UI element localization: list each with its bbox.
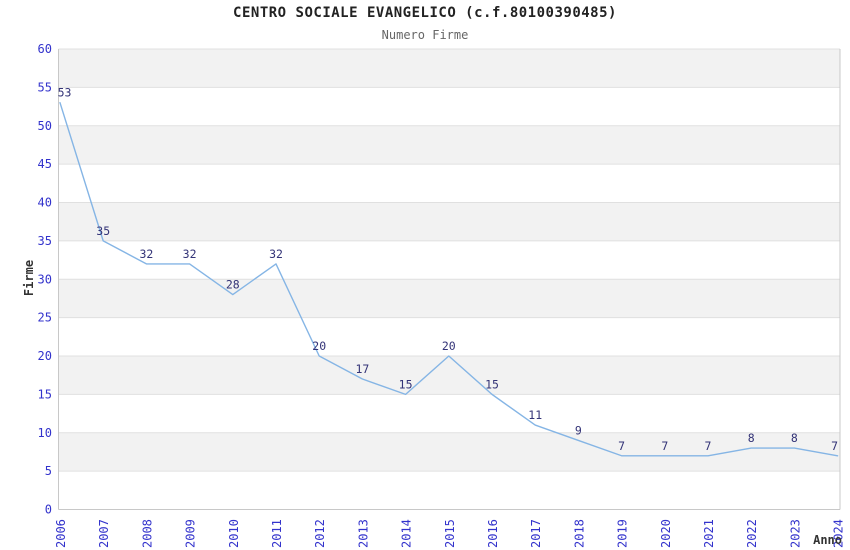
plot-band <box>58 240 840 280</box>
data-point-label: 20 <box>312 339 326 353</box>
plot-band <box>58 356 840 395</box>
series-line <box>59 102 839 457</box>
data-point-label: 53 <box>58 86 72 100</box>
y-tick-label: 55 <box>38 80 52 94</box>
x-tick-label: 2014 <box>400 519 414 548</box>
y-tick-label: 0 <box>45 503 52 517</box>
y-tick-label: 30 <box>38 272 52 286</box>
y-tick-label: 5 <box>45 464 52 478</box>
plot-band <box>58 432 840 472</box>
data-point-label: 32 <box>269 247 283 261</box>
plot-band <box>58 471 840 510</box>
y-tick-label: 60 <box>38 42 52 56</box>
data-point-label: 9 <box>575 423 582 437</box>
x-tick-label: 2007 <box>97 519 111 548</box>
data-point-label: 7 <box>661 439 668 453</box>
data-point-label: 11 <box>528 408 542 422</box>
x-tick-label: 2020 <box>659 519 673 548</box>
x-tick-label: 2016 <box>486 519 500 548</box>
plot-band <box>58 394 840 433</box>
data-point-label: 32 <box>139 247 153 261</box>
y-tick-label: 15 <box>38 387 52 401</box>
plot-band <box>58 202 840 241</box>
y-tick-label: 45 <box>38 157 52 171</box>
y-tick-label: 10 <box>38 426 52 440</box>
x-tick-label: 2015 <box>443 519 457 548</box>
x-axis-title: Anno <box>813 533 842 547</box>
data-point-label: 17 <box>355 362 369 376</box>
chart-title: CENTRO SOCIALE EVANGELICO (c.f.801003904… <box>233 5 617 21</box>
y-tick-label: 40 <box>38 196 52 210</box>
data-point-label: 7 <box>705 439 712 453</box>
x-tick-label: 2011 <box>270 519 284 548</box>
data-point-label: 20 <box>442 339 456 353</box>
data-point-label: 32 <box>183 247 197 261</box>
data-point-label: 15 <box>399 377 413 391</box>
x-tick-label: 2009 <box>184 519 198 548</box>
y-tick-label: 20 <box>38 349 52 363</box>
x-tick-label: 2021 <box>702 519 716 548</box>
x-tick-label: 2024 <box>832 519 846 548</box>
data-point-label: 28 <box>226 278 240 292</box>
data-point-label: 8 <box>791 431 798 445</box>
plot-band <box>58 125 840 165</box>
plot-band <box>58 164 840 203</box>
y-axis-title: Firme <box>22 259 36 297</box>
x-tick-label: 2008 <box>140 519 154 548</box>
data-point-label: 7 <box>618 439 625 453</box>
x-tick-label: 2018 <box>572 519 586 548</box>
x-tick-label: 2022 <box>745 519 759 548</box>
data-point-label: 15 <box>485 377 499 391</box>
x-tick-label: 2019 <box>616 519 630 548</box>
x-tick-label: 2012 <box>313 519 327 548</box>
plot-band <box>58 49 840 88</box>
x-tick-label: 2017 <box>529 519 543 548</box>
plot-band <box>58 87 840 126</box>
chart-subtitle: Numero Firme <box>381 28 469 42</box>
y-tick-label: 50 <box>38 119 52 133</box>
x-tick-label: 2006 <box>54 519 68 548</box>
plot-band <box>58 279 840 318</box>
x-tick-label: 2023 <box>788 519 802 548</box>
x-tick-label: 2010 <box>227 519 241 548</box>
plot-band <box>58 317 840 356</box>
data-point-label: 35 <box>96 224 110 238</box>
y-tick-label: 25 <box>38 311 52 325</box>
data-point-label: 8 <box>748 431 755 445</box>
x-tick-label: 2013 <box>356 519 370 548</box>
data-point-label: 7 <box>831 439 838 453</box>
y-tick-label: 35 <box>38 234 52 248</box>
